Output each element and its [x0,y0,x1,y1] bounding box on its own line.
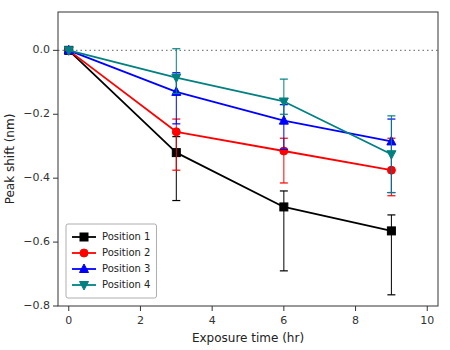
legend-marker [80,264,89,273]
legend-item: Position 1 [72,231,150,242]
error-bar-cap [172,200,180,201]
error-bar-cap [172,123,180,124]
series-line [69,50,392,141]
x-tick-label: 0 [65,314,72,327]
y-tick-label: −0.4 [23,171,50,184]
error-bar-cap [280,190,288,191]
series [65,46,396,195]
error-bar-cap [280,149,288,150]
error-bar-cap [387,294,395,295]
x-tick [283,306,284,311]
series-line [69,50,392,231]
legend-label: Position 2 [102,247,150,258]
error-bar-cap [387,192,395,193]
error-bar-cap [280,182,288,183]
legend-marker [80,282,89,291]
error-bar [280,191,288,271]
y-axis-label: Peak shift (nm) [3,114,17,205]
x-tick-label: 10 [420,314,434,327]
x-tick-label: 8 [352,314,359,327]
chart: 0.0 −0.2 −0.4 −0.6 −0.8 0 2 4 6 8 10 Exposure time … [0,0,450,350]
legend-box [66,224,156,298]
x-tick [140,306,141,311]
axes: 0.0 −0.2 −0.4 −0.6 −0.8 0 2 4 6 8 10 [23,43,434,327]
series [65,46,396,294]
point [172,128,180,136]
legend-marker [80,249,88,257]
error-bar-stem [176,49,177,94]
error-bar-cap [387,214,395,215]
error-bar-cap [387,192,395,193]
error-bar-cap [280,270,288,271]
y-tick-label: 0.0 [33,43,51,56]
legend-marker [80,233,88,241]
y-tick [53,178,58,179]
error-bar-cap [387,195,395,196]
y-tick-label: −0.2 [23,107,50,120]
point [279,98,288,107]
error-bar [387,116,395,193]
error-bar [387,215,395,295]
error-bar-cap [387,115,395,116]
legend-item: Position 4 [72,279,150,290]
x-tick-label: 6 [280,314,287,327]
error-bar-stem [283,79,284,114]
error-bar-cap [280,114,288,115]
point [172,74,181,83]
legend-item: Position 2 [72,247,150,258]
x-tick [212,306,213,311]
x-axis-label: Exposure time (hr) [192,331,304,345]
point [64,47,73,56]
y-tick [53,306,58,307]
x-tick [68,306,69,311]
series-line [69,50,392,170]
x-tick [427,306,428,311]
y-tick-label: −0.8 [23,299,50,312]
legend-label: Position 3 [102,263,150,274]
error-bar [280,79,288,114]
reference-line [58,50,438,51]
point [279,116,288,125]
y-tick [53,242,58,243]
y-tick [53,114,58,115]
point [387,227,395,235]
x-tick-label: 2 [137,314,144,327]
error-bar-cap [172,170,180,171]
plot-frame [58,12,438,306]
y-tick-label: −0.6 [23,235,50,248]
error-bar-cap [172,48,180,49]
error-bar-stem [176,119,177,170]
series [64,45,396,192]
y-tick [53,50,58,51]
plot-area [58,45,438,294]
series-line [69,50,392,154]
point [387,151,396,160]
error-bar [172,119,180,170]
error-bar [172,73,180,124]
legend-label: Position 1 [102,231,150,242]
error-bar [172,49,180,94]
error-bar-cap [172,93,180,94]
legend-label: Position 4 [102,279,150,290]
x-tick-label: 4 [209,314,216,327]
legend-item: Position 3 [72,263,150,274]
plot-background [58,12,438,306]
series [64,47,396,193]
x-tick [355,306,356,311]
error-bar-cap [280,79,288,80]
legend: Position 1 Position 2 Position 3 Position 4 [66,224,156,298]
point [280,203,288,211]
